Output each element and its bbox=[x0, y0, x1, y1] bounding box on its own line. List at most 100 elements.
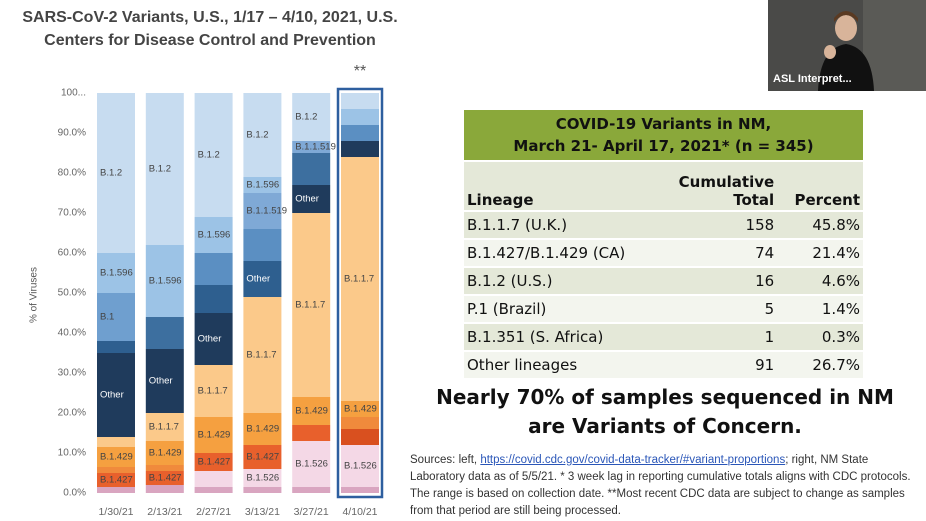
segment-label: B.1.1.7 bbox=[198, 386, 228, 397]
table-cell: 5 bbox=[661, 295, 778, 324]
segment-label: B.1.526 bbox=[344, 461, 377, 472]
bar-segment bbox=[145, 317, 184, 349]
segment-label: B.1.2 bbox=[295, 112, 317, 123]
bar-segment bbox=[341, 401, 379, 417]
y-tick-label: 0.0% bbox=[63, 488, 86, 499]
bar-segment bbox=[341, 429, 379, 445]
bar-segment bbox=[97, 487, 135, 493]
y-tick-label: 70.0% bbox=[58, 208, 86, 219]
bar-segment bbox=[341, 157, 379, 401]
table-row: B.1.1.7 (U.K.) 158 45.8% bbox=[464, 211, 863, 240]
bar-segment bbox=[243, 193, 282, 229]
segment-label: B.1.1.7 bbox=[246, 350, 276, 361]
table-cell: 91 bbox=[661, 351, 778, 380]
bar-segment bbox=[194, 285, 233, 313]
segment-label: B.1.526 bbox=[295, 459, 328, 470]
table-cell: B.1.2 (U.S.) bbox=[464, 267, 662, 296]
segment-label: B.1.427 bbox=[246, 452, 279, 463]
y-tick-label: 100... bbox=[61, 88, 86, 99]
bar-segment bbox=[341, 417, 379, 429]
chart-title: SARS-CoV-2 Variants, U.S., 1/17 – 4/10, … bbox=[0, 6, 420, 52]
segment-label: B.1.429 bbox=[149, 448, 182, 459]
bar-segment bbox=[194, 487, 233, 493]
table-title-line: March 21- April 17, 2021* (n = 345) bbox=[513, 137, 814, 155]
bar-segment bbox=[341, 487, 379, 493]
table-cell: 1 bbox=[661, 323, 778, 352]
table-row: P.1 (Brazil) 5 1.4% bbox=[464, 295, 863, 324]
headline-line: Nearly 70% of samples sequenced in NM bbox=[436, 385, 894, 409]
bar-segment bbox=[194, 417, 233, 453]
chart: % of Viruses 0.0% 10.0% 20.0% 30.0% 40.0% 50.0… bbox=[29, 63, 384, 518]
bar-segment bbox=[292, 93, 331, 141]
title-line: SARS-CoV-2 Variants, U.S., 1/17 – 4/10, … bbox=[22, 9, 398, 26]
video-tile: ASL Interpret... bbox=[768, 0, 926, 91]
segment-label: B.1.596 bbox=[198, 230, 231, 241]
bar-segment bbox=[243, 469, 282, 487]
bar-segment bbox=[194, 93, 233, 217]
bar-segment bbox=[194, 253, 233, 285]
table-cell: 1.4% bbox=[777, 295, 863, 324]
bar-segment bbox=[243, 413, 282, 445]
segment-label: B.1.2 bbox=[246, 130, 268, 141]
bar-segment bbox=[292, 487, 331, 493]
segment-label: Other bbox=[100, 390, 124, 401]
bar-segment bbox=[292, 425, 331, 441]
table-cell: B.1.351 (S. Africa) bbox=[464, 323, 662, 352]
segment-label: B.1.1.7 bbox=[295, 300, 325, 311]
bar-segment bbox=[341, 109, 379, 125]
bar-segment bbox=[145, 441, 184, 465]
bar-segment bbox=[97, 467, 135, 473]
segment-label: Other bbox=[149, 376, 173, 387]
bar-segment bbox=[145, 413, 184, 441]
bar-segment bbox=[292, 141, 331, 153]
segment-label: B.1.596 bbox=[149, 276, 182, 287]
bar-segment bbox=[243, 229, 282, 261]
segment-label: B.1 bbox=[100, 312, 114, 323]
bar-segment bbox=[243, 297, 282, 413]
table-row: B.1.427/B.1.429 (CA) 74 21.4% bbox=[464, 239, 863, 268]
sources-link[interactable]: https://covid.cdc.gov/covid-data-tracker… bbox=[480, 454, 786, 466]
table-header: Percent bbox=[777, 161, 863, 212]
bar-segment bbox=[341, 93, 379, 109]
headline: Nearly 70% of samples sequenced in NM ar… bbox=[430, 383, 900, 441]
segment-label: B.1.596 bbox=[246, 180, 279, 191]
segment-label: B.1.1.519 bbox=[295, 142, 336, 153]
table-cell: 4.6% bbox=[777, 267, 863, 296]
bar-segment bbox=[145, 245, 184, 317]
table-cell: P.1 (Brazil) bbox=[464, 295, 662, 324]
bar-segment bbox=[97, 353, 135, 437]
bar-segment bbox=[292, 441, 331, 487]
bar-segment bbox=[243, 93, 282, 177]
title-line: Centers for Disease Control and Preventi… bbox=[44, 32, 376, 49]
bar-segment bbox=[145, 471, 184, 485]
bar-segment bbox=[97, 93, 135, 253]
bar-segment bbox=[145, 485, 184, 493]
segment-label: B.1.1.7 bbox=[149, 422, 179, 433]
sources: Sources: left, https://covid.cdc.gov/cov… bbox=[410, 452, 926, 520]
bar-segment bbox=[341, 445, 379, 487]
bar-segment bbox=[243, 261, 282, 297]
x-tick-label: 4/10/21 bbox=[342, 506, 377, 518]
x-tick-label: 3/27/21 bbox=[294, 506, 329, 518]
bar-segment bbox=[243, 177, 282, 193]
table-row: B.1.2 (U.S.) 16 4.6% bbox=[464, 267, 863, 296]
segment-label: B.1.429 bbox=[344, 404, 377, 415]
x-tick-label: 3/13/21 bbox=[245, 506, 280, 518]
bar-segment bbox=[243, 445, 282, 469]
x-tick-label: 1/30/21 bbox=[98, 506, 133, 518]
segment-label: B.1.2 bbox=[149, 164, 171, 175]
table-row: Other lineages 91 26.7% bbox=[464, 351, 863, 380]
table-cell: 45.8% bbox=[777, 211, 863, 240]
segment-label: B.1.2 bbox=[198, 150, 220, 161]
y-tick-label: 30.0% bbox=[58, 368, 86, 379]
table-header: Cumulative Total bbox=[661, 161, 778, 212]
table-row: B.1.351 (S. Africa) 1 0.3% bbox=[464, 323, 863, 352]
bar-segment bbox=[341, 141, 379, 157]
table-title: COVID-19 Variants in NM, March 21- April … bbox=[464, 110, 863, 162]
annotation: ** bbox=[354, 63, 366, 80]
bar-segment bbox=[194, 471, 233, 487]
y-tick-label: 40.0% bbox=[58, 328, 86, 339]
bar-segment bbox=[145, 93, 184, 245]
x-tick-label: 2/13/21 bbox=[147, 506, 182, 518]
